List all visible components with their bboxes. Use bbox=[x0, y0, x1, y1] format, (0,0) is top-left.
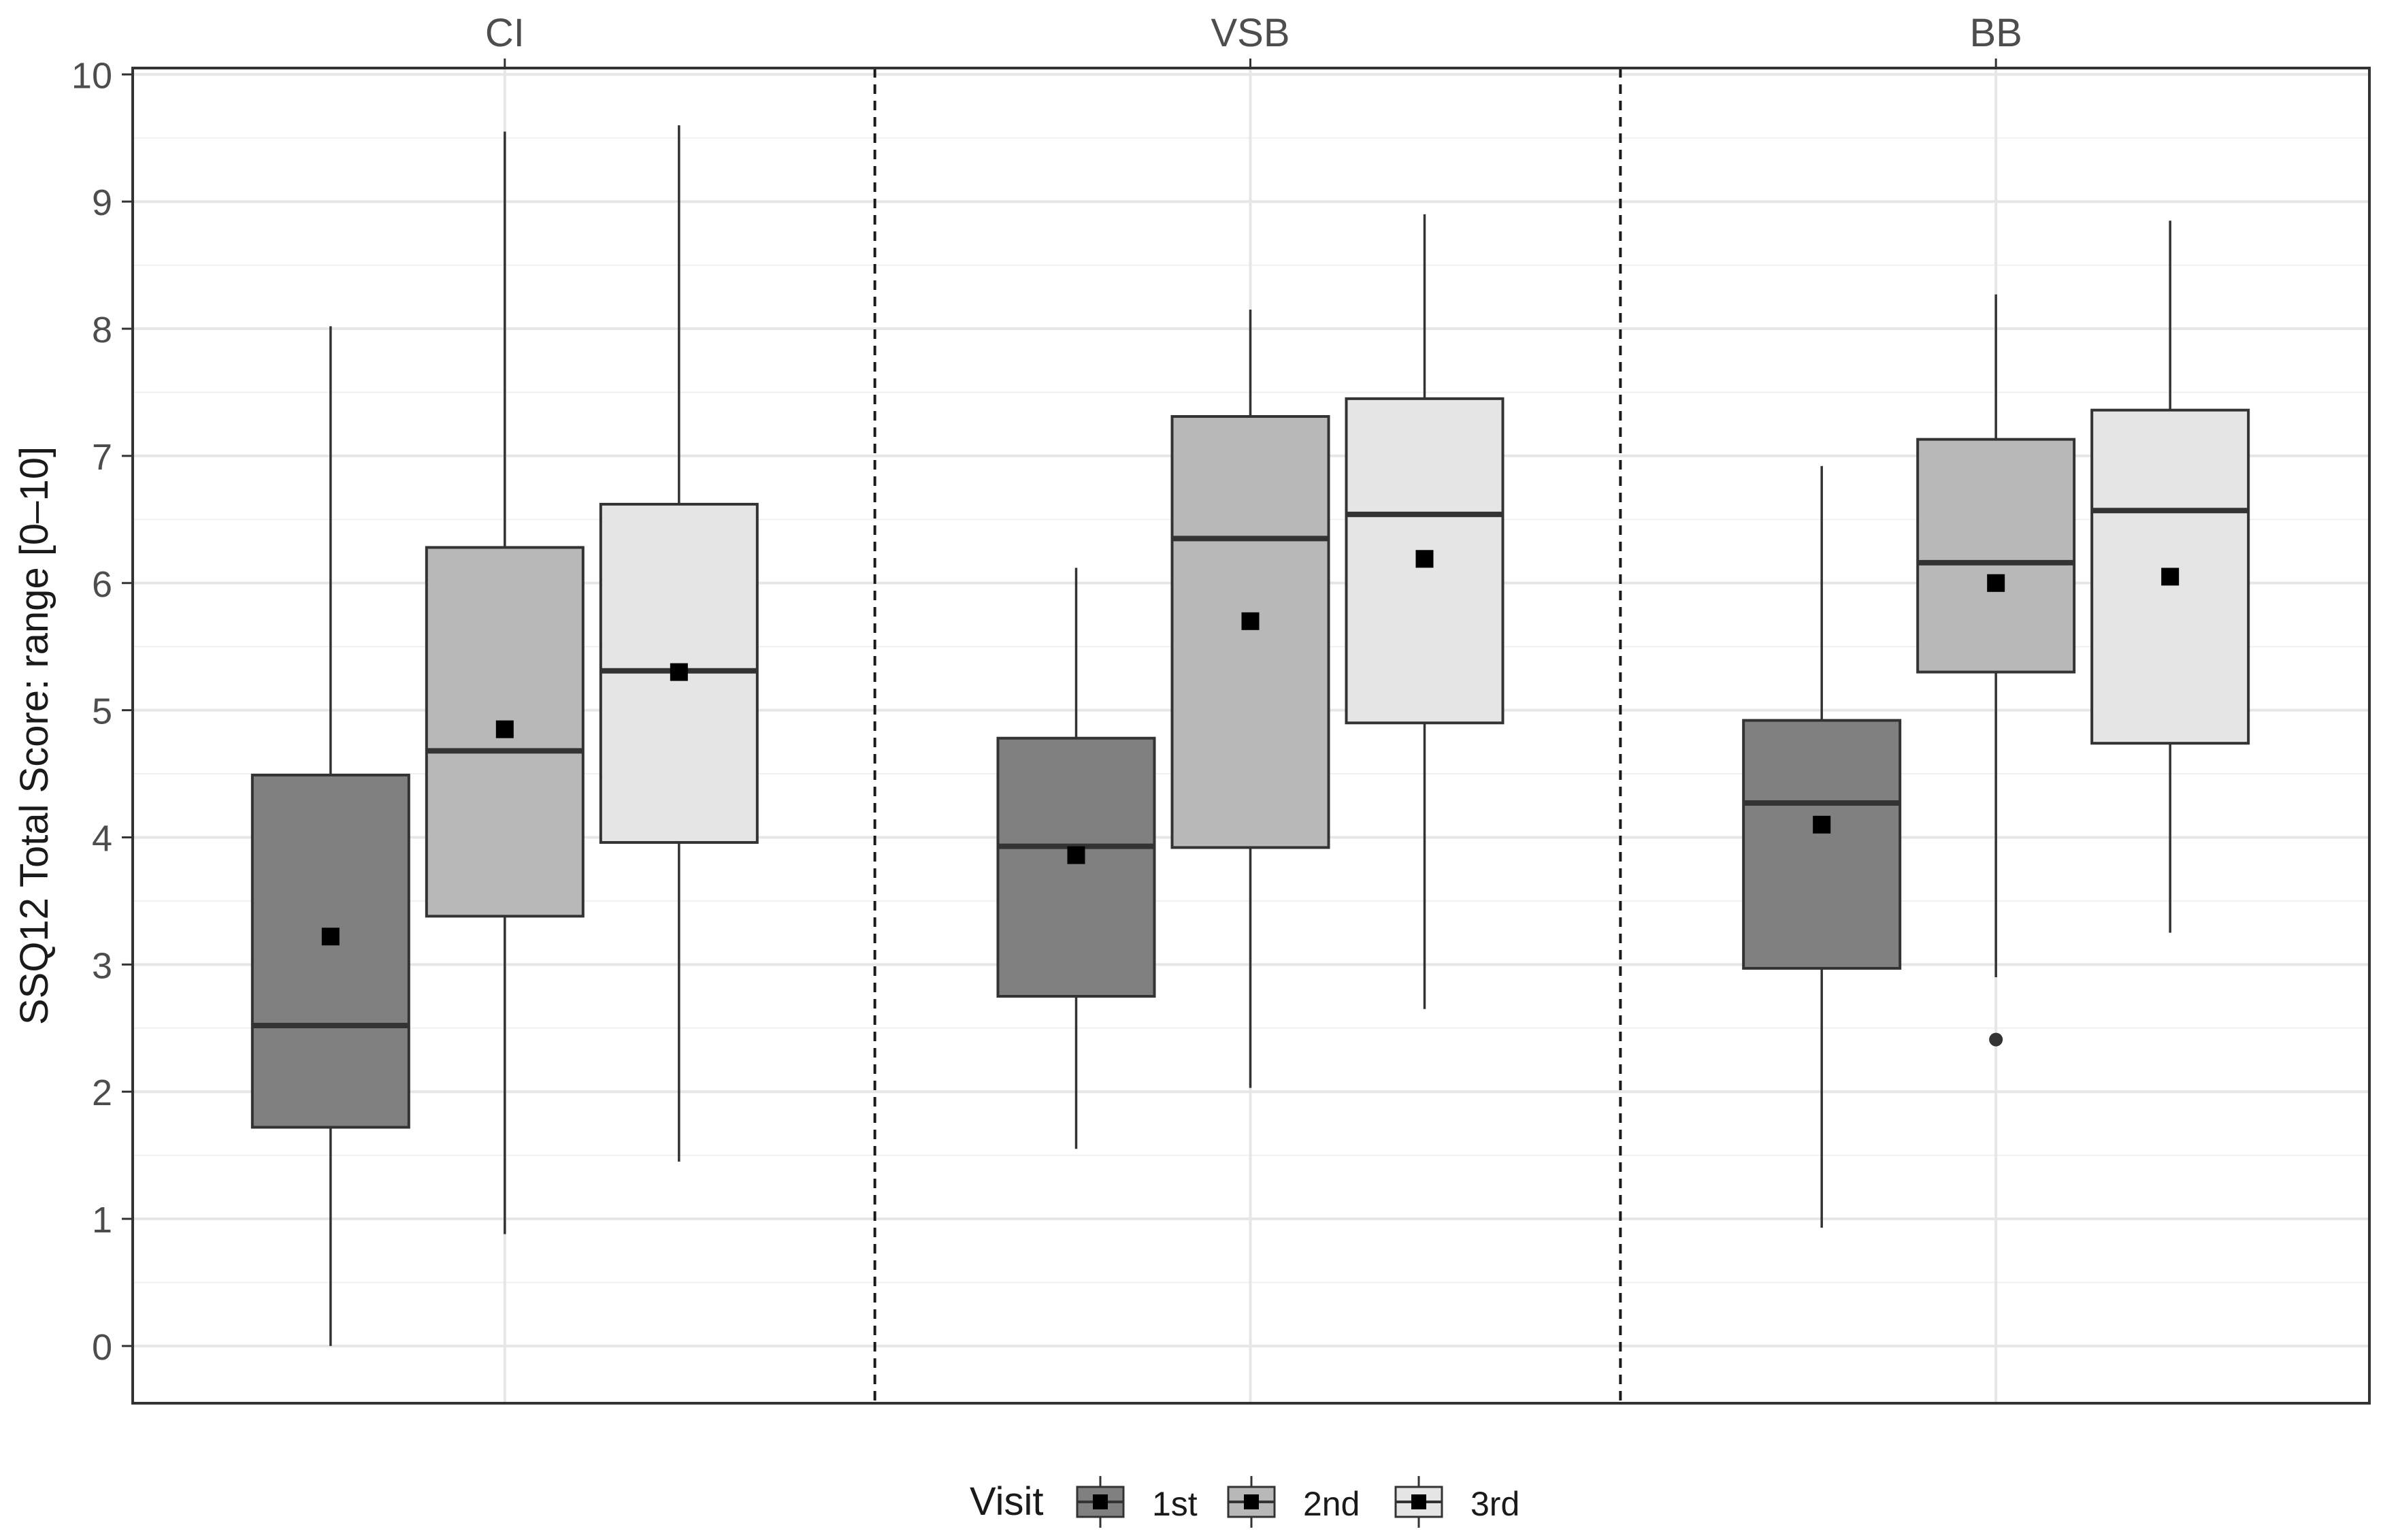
box bbox=[250, 773, 410, 1129]
y-axis: 0 1 2 3 4 5 6 7 8 9 10 bbox=[71, 55, 133, 1368]
facet-label-vsb: VSB bbox=[1211, 11, 1289, 55]
legend-label: 2nd bbox=[1303, 1485, 1360, 1523]
box bbox=[1916, 438, 2076, 674]
legend-key-mean bbox=[1244, 1494, 1259, 1509]
y-tick-label: 8 bbox=[92, 310, 112, 350]
y-tick-label: 1 bbox=[92, 1200, 112, 1241]
boxplots bbox=[250, 125, 2250, 1346]
legend-key-mean bbox=[1411, 1494, 1426, 1509]
mean-marker bbox=[1813, 815, 1831, 834]
y-tick-label: 6 bbox=[92, 564, 112, 605]
facet-label-bb: BB bbox=[1969, 11, 2022, 55]
panel-dividers bbox=[873, 68, 1622, 1403]
plot-panel-border bbox=[131, 67, 2371, 1405]
box bbox=[1742, 719, 1902, 970]
mean-marker bbox=[1415, 550, 1434, 568]
box bbox=[996, 736, 1156, 998]
mean-marker bbox=[321, 928, 340, 946]
boxplot-ci-1st bbox=[250, 326, 410, 1346]
legend-key-3rd bbox=[1394, 1476, 1443, 1528]
legend-label: 1st bbox=[1152, 1485, 1198, 1523]
mean-marker bbox=[1241, 612, 1260, 630]
legend-key-mean bbox=[1093, 1494, 1108, 1509]
y-tick-label: 2 bbox=[92, 1072, 112, 1113]
y-tick-label: 3 bbox=[92, 945, 112, 986]
legend-key-2nd bbox=[1227, 1476, 1276, 1528]
facet-labels: CI VSB BB bbox=[485, 11, 2022, 68]
boxplot-bb-1st bbox=[1742, 465, 1902, 1228]
mean-marker bbox=[495, 720, 514, 738]
boxplot-ci-3rd bbox=[599, 125, 759, 1162]
mean-marker bbox=[2161, 568, 2180, 586]
boxplot-bb-2nd bbox=[1916, 294, 2076, 1047]
boxplot-vsb-1st bbox=[996, 568, 1156, 1149]
legend-label: 3rd bbox=[1470, 1485, 1519, 1523]
box bbox=[1170, 414, 1330, 849]
facet-label-ci: CI bbox=[485, 11, 525, 55]
mean-marker bbox=[1987, 574, 2005, 592]
y-tick-label: 5 bbox=[92, 691, 112, 732]
y-tick-label: 9 bbox=[92, 182, 112, 223]
boxplot-bb-3rd bbox=[2090, 220, 2250, 933]
y-axis-label: SSQ12 Total Score: range [0–10] bbox=[12, 446, 56, 1025]
legend-key-1st bbox=[1076, 1476, 1125, 1528]
mean-marker bbox=[1067, 846, 1085, 864]
mean-marker bbox=[670, 663, 688, 681]
y-tick-label: 4 bbox=[92, 818, 112, 859]
y-tick-label: 10 bbox=[71, 55, 112, 96]
y-tick-label: 7 bbox=[92, 437, 112, 478]
outlier-point bbox=[1989, 1032, 2003, 1047]
boxplot-ci-2nd bbox=[425, 131, 585, 1234]
legend-title: Visit bbox=[970, 1479, 1044, 1524]
legend: Visit 1st 2nd 3rd bbox=[970, 1476, 1519, 1528]
boxplot-vsb-3rd bbox=[1345, 214, 1505, 1009]
y-tick-label: 0 bbox=[92, 1327, 112, 1368]
boxplot-vsb-2nd bbox=[1170, 310, 1330, 1088]
